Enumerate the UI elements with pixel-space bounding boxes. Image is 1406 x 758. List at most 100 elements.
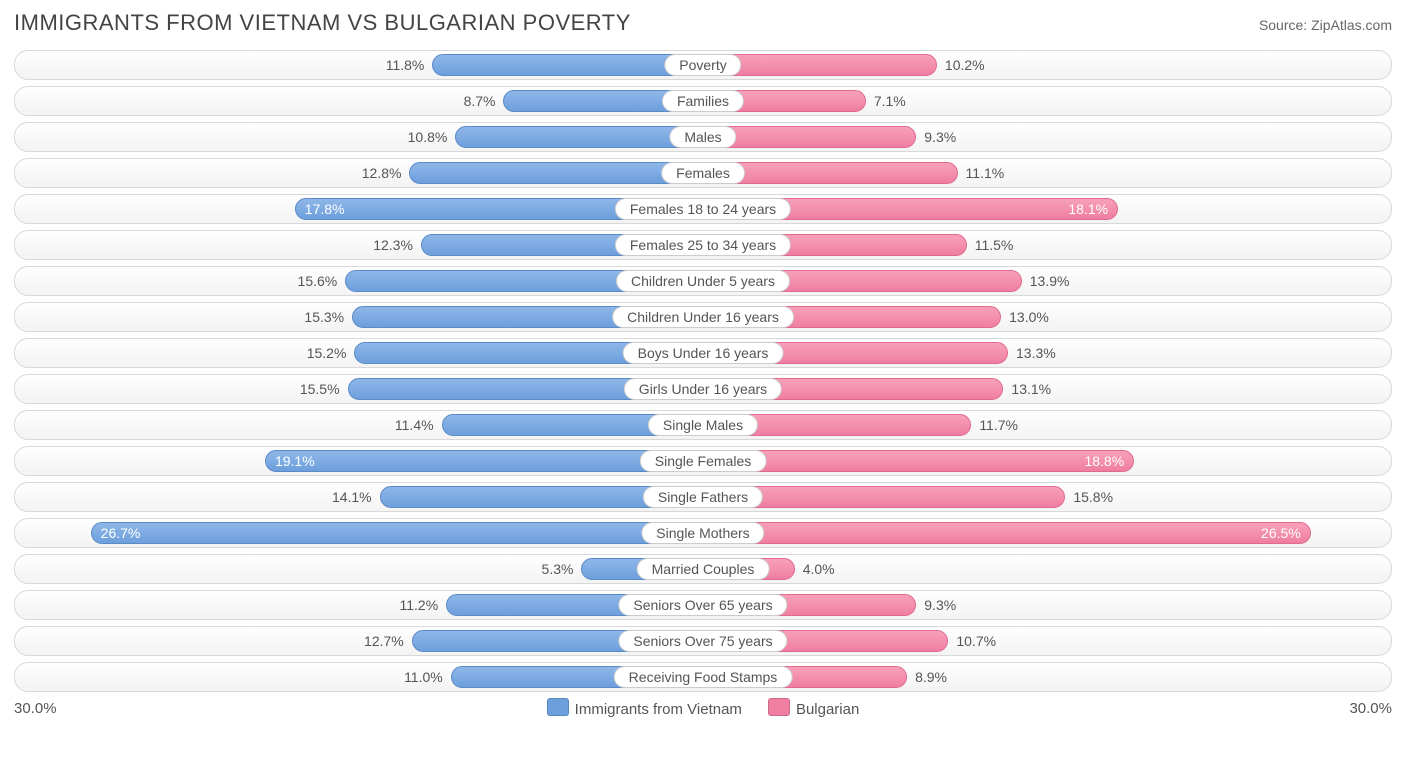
category-label: Single Mothers [641, 522, 764, 544]
left-half: 12.3% [15, 231, 703, 259]
category-label: Boys Under 16 years [623, 342, 784, 364]
category-label: Poverty [664, 54, 741, 76]
right-half: 26.5% [703, 519, 1391, 547]
bar-left [91, 522, 703, 544]
left-half: 15.3% [15, 303, 703, 331]
value-right: 9.3% [916, 123, 956, 151]
category-label: Seniors Over 65 years [618, 594, 787, 616]
right-half: 13.9% [703, 267, 1391, 295]
value-left: 11.2% [399, 591, 446, 619]
value-right: 9.3% [916, 591, 956, 619]
value-right: 11.7% [971, 411, 1018, 439]
value-right: 13.0% [1001, 303, 1049, 331]
value-left: 11.4% [395, 411, 442, 439]
value-right: 11.1% [958, 159, 1005, 187]
left-half: 10.8% [15, 123, 703, 151]
chart-row: 11.2% 9.3% Seniors Over 65 years [14, 590, 1392, 620]
chart-row: 14.1% 15.8% Single Fathers [14, 482, 1392, 512]
value-right: 26.5% [1261, 519, 1311, 547]
category-label: Single Females [640, 450, 767, 472]
chart-row: 12.7%10.7%Seniors Over 75 years [14, 626, 1392, 656]
chart-row: 15.6%13.9%Children Under 5 years [14, 266, 1392, 296]
category-label: Single Fathers [643, 486, 763, 508]
chart-title: IMMIGRANTS FROM VIETNAM VS BULGARIAN POV… [14, 10, 631, 36]
left-half: 15.6% [15, 267, 703, 295]
chart-row: 11.0% 8.9% Receiving Food Stamps [14, 662, 1392, 692]
left-half: 5.3% [15, 555, 703, 583]
left-half: 15.2% [15, 339, 703, 367]
value-right: 10.2% [937, 51, 985, 79]
value-left: 11.8% [386, 51, 433, 79]
source-name: ZipAtlas.com [1311, 17, 1392, 33]
left-half: 15.5% [15, 375, 703, 403]
right-half: 10.7% [703, 627, 1391, 655]
left-half: 17.8% [15, 195, 703, 223]
value-right: 13.3% [1008, 339, 1056, 367]
value-left: 11.0% [404, 663, 451, 691]
legend: Immigrants from Vietnam Bulgarian [547, 698, 860, 718]
chart-row: 12.3% 11.5% Females 25 to 34 years [14, 230, 1392, 260]
chart-source: Source: ZipAtlas.com [1259, 17, 1392, 33]
value-right: 11.5% [967, 231, 1014, 259]
value-left: 12.8% [362, 159, 410, 187]
bar-right [703, 522, 1311, 544]
legend-item-left: Immigrants from Vietnam [547, 698, 742, 718]
category-label: Females 18 to 24 years [615, 198, 791, 220]
chart-row: 12.8% 11.1% Females [14, 158, 1392, 188]
right-half: 18.1% [703, 195, 1391, 223]
right-half: 13.1% [703, 375, 1391, 403]
axis-max-left: 30.0% [14, 700, 57, 717]
right-half: 18.8% [703, 447, 1391, 475]
right-half: 15.8% [703, 483, 1391, 511]
bar-left [265, 450, 703, 472]
value-right: 7.1% [866, 87, 906, 115]
value-left: 5.3% [542, 555, 582, 583]
right-half: 11.1% [703, 159, 1391, 187]
value-left: 19.1% [265, 447, 315, 475]
value-left: 14.1% [332, 483, 380, 511]
value-left: 15.6% [298, 267, 346, 295]
legend-item-right: Bulgarian [768, 698, 859, 718]
value-right: 18.1% [1068, 195, 1118, 223]
right-half: 11.7% [703, 411, 1391, 439]
category-label: Families [662, 90, 744, 112]
chart-row: 19.1% 18.8% Single Females [14, 446, 1392, 476]
category-label: Males [669, 126, 736, 148]
chart-row: 5.3% 4.0%Married Couples [14, 554, 1392, 584]
category-label: Females 25 to 34 years [615, 234, 791, 256]
chart-row: 10.8% 9.3% Males [14, 122, 1392, 152]
right-half: 13.3% [703, 339, 1391, 367]
right-half: 4.0% [703, 555, 1391, 583]
right-half: 9.3% [703, 123, 1391, 151]
legend-swatch-right [768, 698, 790, 716]
category-label: Females [661, 162, 745, 184]
left-half: 12.7% [15, 627, 703, 655]
value-right: 18.8% [1084, 447, 1134, 475]
value-left: 12.7% [364, 627, 412, 655]
right-half: 9.3% [703, 591, 1391, 619]
legend-label-left: Immigrants from Vietnam [575, 701, 742, 718]
right-half: 8.9% [703, 663, 1391, 691]
left-half: 11.2% [15, 591, 703, 619]
left-half: 26.7% [15, 519, 703, 547]
diverging-bar-chart: 11.8%10.2%Poverty8.7%7.1%Families10.8%9.… [14, 50, 1392, 692]
left-half: 11.4% [15, 411, 703, 439]
category-label: Receiving Food Stamps [614, 666, 793, 688]
right-half: 11.5% [703, 231, 1391, 259]
legend-label-right: Bulgarian [796, 701, 859, 718]
value-left: 10.8% [408, 123, 456, 151]
value-right: 15.8% [1065, 483, 1113, 511]
left-half: 11.0% [15, 663, 703, 691]
value-right: 8.9% [907, 663, 947, 691]
source-prefix: Source: [1259, 17, 1311, 33]
chart-row: 8.7%7.1%Families [14, 86, 1392, 116]
left-half: 14.1% [15, 483, 703, 511]
value-left: 26.7% [91, 519, 141, 547]
bar-left [409, 162, 703, 184]
value-left: 15.3% [304, 303, 352, 331]
chart-row: 15.2% 13.3% Boys Under 16 years [14, 338, 1392, 368]
category-label: Married Couples [637, 558, 770, 580]
left-half: 12.8% [15, 159, 703, 187]
value-right: 13.9% [1022, 267, 1070, 295]
chart-row: 17.8% 18.1% Females 18 to 24 years [14, 194, 1392, 224]
